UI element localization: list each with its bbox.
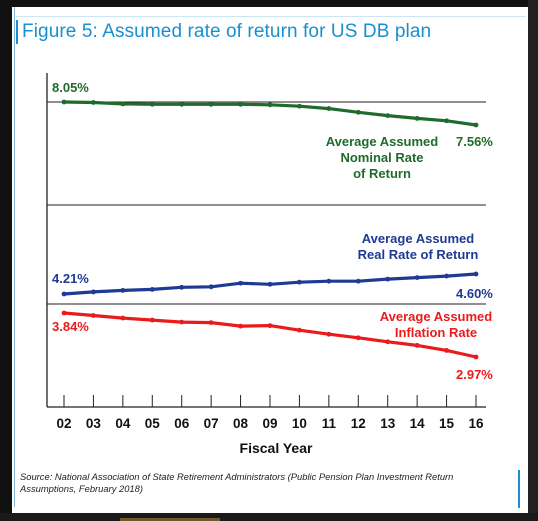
series-2-point-11 (326, 278, 332, 284)
x-tick-label-14: 14 (410, 416, 426, 431)
x-tick-label-09: 09 (262, 416, 277, 431)
series-3-point-10 (297, 327, 302, 333)
series-1-point-10 (297, 103, 302, 109)
x-tick-label-06: 06 (174, 416, 190, 431)
x-tick-label-10: 10 (292, 416, 307, 431)
series-2-point-08 (238, 280, 243, 286)
x-tick-label-08: 08 (233, 416, 249, 431)
inflation-start-label: 3.84% (52, 319, 89, 334)
series-2-point-05 (149, 286, 155, 292)
chart-axes (46, 73, 486, 408)
x-tick-label-16: 16 (468, 416, 484, 431)
inflation-series-name-line-1: Average Assumed (380, 309, 493, 324)
series-1-point-05 (149, 101, 155, 107)
title-top-rule (16, 16, 526, 17)
series-3-point-16 (473, 354, 479, 360)
window-frame-right (528, 0, 538, 521)
series-1-point-07 (208, 101, 214, 107)
real-start-label: 4.21% (52, 271, 89, 286)
window-frame-bottom (0, 513, 538, 521)
series-1-point-15 (444, 118, 449, 124)
series-1-point-11 (326, 106, 332, 111)
series-2-point-15 (444, 273, 449, 279)
series-3-point-06 (179, 319, 185, 325)
series-2-point-12 (355, 278, 361, 284)
inner-border (14, 7, 15, 507)
series-2-point-02 (61, 291, 67, 297)
series-3-point-05 (149, 317, 155, 323)
series-3-point-14 (414, 342, 420, 348)
window-frame-left (0, 0, 12, 521)
series-3-point-11 (326, 331, 332, 337)
x-axis-title: Fiscal Year (240, 440, 313, 456)
nominal-series-name-line-2: Nominal Rate (340, 150, 423, 165)
chart-marks (61, 99, 479, 360)
figure-title: Figure 5: Assumed rate of return for US … (22, 21, 432, 42)
series-2-point-09 (267, 281, 273, 287)
x-tick-label-04: 04 (115, 416, 131, 431)
nominal-series-name-line-1: Average Assumed (326, 134, 439, 149)
series-2-point-14 (414, 275, 420, 280)
x-tick-label-15: 15 (439, 416, 455, 431)
series-1-point-03 (91, 100, 96, 105)
x-tick-label-05: 05 (145, 416, 161, 431)
series-2-point-04 (120, 288, 126, 293)
series-3-point-02 (61, 310, 67, 316)
series-2-point-06 (179, 284, 185, 290)
x-tick-label-03: 03 (86, 416, 102, 431)
series-3-point-12 (355, 335, 361, 341)
chart-labels: 02 03 04 05 06 07 08 09 10 11 12 13 14 15 16 Fiscal Yea… (52, 80, 493, 456)
series-2-point-13 (385, 276, 391, 282)
series-3-point-07 (208, 320, 214, 326)
x-tick-label-02: 02 (56, 416, 71, 431)
inflation-end-label: 2.97% (456, 367, 493, 382)
series-1-point-02 (61, 99, 67, 105)
series-3-point-13 (385, 339, 391, 345)
series-1-point-13 (385, 113, 391, 119)
series-1-point-08 (238, 101, 243, 107)
title-accent-bar (16, 20, 18, 44)
series-3-point-03 (91, 313, 96, 318)
nominal-series-name-line-3: of Return (353, 166, 411, 181)
series-1-point-12 (355, 109, 361, 115)
x-tick-label-12: 12 (351, 416, 366, 431)
series-1-point-09 (267, 102, 273, 108)
series-1-point-16 (473, 122, 479, 128)
inflation-series-name-line-2: Inflation Rate (395, 325, 477, 340)
real-end-label: 4.60% (456, 286, 493, 301)
series-1-point-04 (120, 101, 126, 107)
x-tick-label-07: 07 (204, 416, 219, 431)
series-3-point-04 (120, 315, 126, 321)
series-1-point-14 (414, 116, 420, 121)
series-2-point-03 (91, 289, 96, 295)
source-note: Source: National Association of State Re… (20, 471, 454, 494)
nominal-end-label: 7.56% (456, 134, 493, 149)
series-2-point-16 (473, 271, 479, 277)
series-3-point-08 (238, 323, 243, 329)
real-series-name-line-2: Real Rate of Return (358, 247, 479, 262)
series-3-point-09 (267, 323, 273, 329)
source-accent-bar (518, 470, 520, 508)
taskbar-accent (120, 518, 220, 521)
x-tick-label-11: 11 (322, 416, 337, 431)
x-tick-label-13: 13 (380, 416, 396, 431)
series-2-point-07 (208, 284, 214, 290)
series-3-point-15 (444, 348, 449, 353)
nominal-start-label: 8.05% (52, 80, 89, 95)
series-1-point-06 (179, 101, 185, 107)
window-frame-top (0, 0, 538, 7)
series-2-point-10 (297, 279, 302, 285)
real-series-name-line-1: Average Assumed (362, 231, 475, 246)
